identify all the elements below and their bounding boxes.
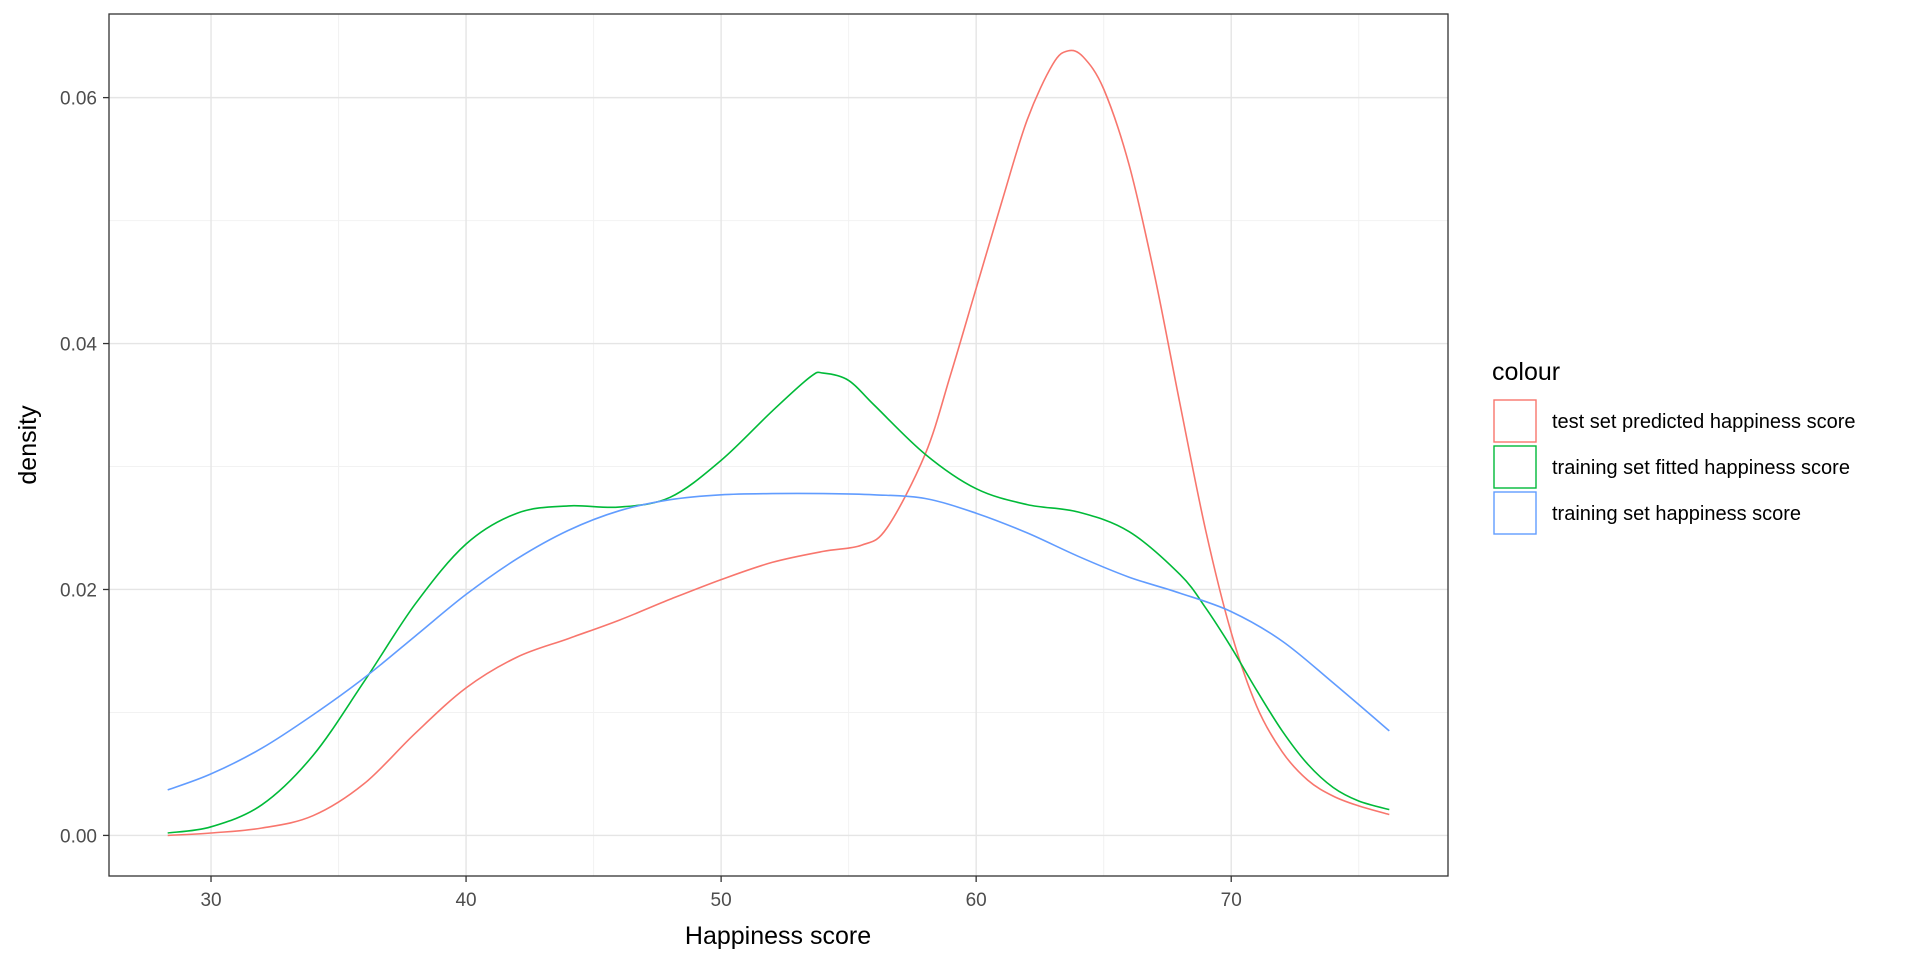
x-tick-label: 70 (1221, 890, 1242, 911)
y-tick-label: 0.02 (60, 580, 97, 601)
x-tick-label: 60 (966, 890, 987, 911)
series-layer (167, 49, 1390, 837)
legend-title: colour (1492, 358, 1560, 386)
x-tick-label: 50 (711, 890, 732, 911)
grid-minor (109, 14, 1448, 876)
legend-label-2: training set fitted happiness score (1552, 457, 1850, 479)
legend-key-3 (1493, 491, 1537, 535)
legend-label-1: test set predicted happiness score (1552, 411, 1856, 433)
legend-key-1 (1493, 399, 1537, 443)
legend-key-2 (1493, 445, 1537, 489)
plot-background (109, 14, 1448, 876)
x-tick-label: 40 (455, 890, 476, 911)
plot-border (108, 13, 1449, 877)
x-axis: 30 40 50 60 70 (200, 876, 1242, 911)
density-line-3 (167, 492, 1390, 791)
x-axis-title: Happiness score (685, 922, 871, 950)
y-axis: 0.00 0.02 0.04 0.06 (60, 89, 109, 847)
density-line-1 (167, 49, 1390, 837)
density-line-2 (167, 371, 1390, 834)
x-tick-label: 30 (200, 890, 221, 911)
grid-major (109, 14, 1448, 876)
y-tick-label: 0.00 (60, 826, 97, 847)
legend-label-3: training set happiness score (1552, 503, 1801, 525)
y-axis-title: density (14, 405, 42, 485)
y-tick-label: 0.06 (60, 89, 97, 110)
y-tick-label: 0.04 (60, 335, 97, 356)
legend: colour test set predicted happiness scor… (1492, 358, 1856, 535)
